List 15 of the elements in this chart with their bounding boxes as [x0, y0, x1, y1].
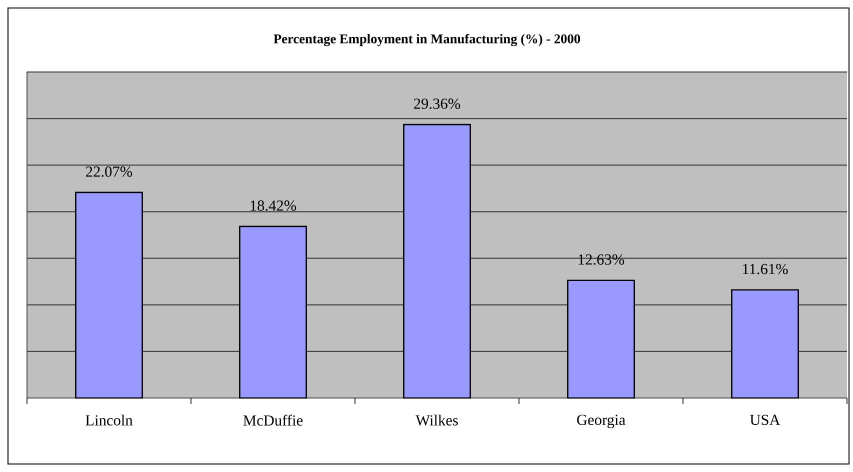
x-tick-label: Georgia: [577, 414, 626, 428]
bar: [567, 280, 635, 399]
x-tick-label: USA: [750, 414, 780, 426]
data-label: 22.07%: [86, 166, 132, 177]
x-tick-label: McDuffie: [243, 414, 303, 426]
bar: [75, 192, 143, 399]
data-label: 29.36%: [414, 98, 460, 109]
data-label: 18.42%: [250, 200, 296, 211]
chart-title: Percentage Employment in Manufacturing (%) - 2000: [274, 34, 580, 46]
bar: [731, 289, 799, 399]
x-tick-label: Lincoln: [86, 414, 133, 426]
bar: [403, 124, 471, 399]
x-tick-label: Wilkes: [416, 414, 458, 426]
data-label: 11.61%: [742, 264, 788, 274]
bar: [239, 226, 307, 399]
